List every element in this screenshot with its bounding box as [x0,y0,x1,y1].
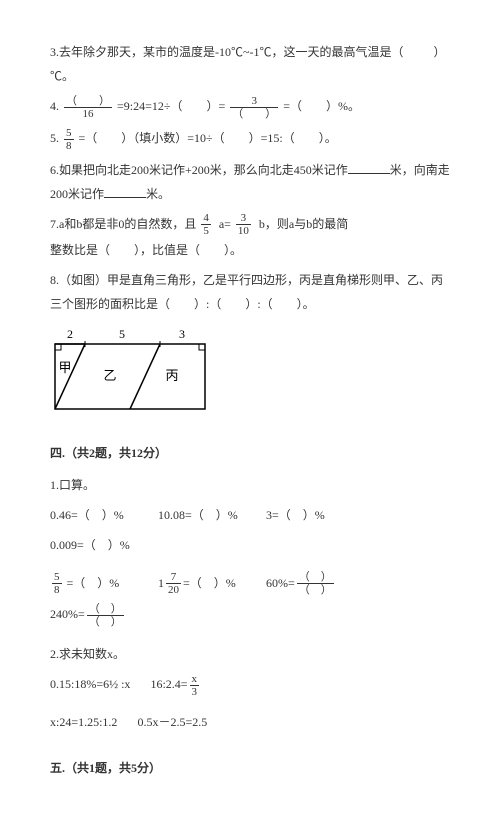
eq-row-1: 0.15:18%=6½ :x 16:2.4= x 3 [50,672,450,698]
section-4-heading: 四.（共2题，共12分） [50,441,450,465]
eq-1: 0.15:18%=6½ :x [50,672,130,698]
eq-2-num: x [190,673,200,686]
fig-label-3: 3 [179,327,185,341]
calc6-whole: 1 [158,576,164,590]
q4-den1: 16 [64,108,112,120]
q7-den1: 5 [201,225,211,237]
q3-text-a: 3.去年除夕那天，某市的温度是-10℃~-1℃，这一天的最高气温是（ [50,45,404,59]
calc5-tail: =（ ）% [64,576,120,590]
question-7: 7.a和b都是非0的自然数，且 4 5 a= 3 10 b，则a与b的最简 整数… [50,212,450,262]
calc8-frac: （ ） （ ） [87,603,124,628]
calc7-num: （ ） [297,571,334,584]
q5-num: 5 [64,127,74,140]
calc-item-5: 5 8 =（ ）% [50,571,130,597]
fig-label-2: 2 [67,327,73,341]
fig-region-3: 丙 [165,368,178,383]
eq-2-den: 3 [190,686,200,698]
q4-mid2: =（ ）%。 [283,99,360,113]
question-3: 3.去年除夕那天，某市的温度是-10℃~-1℃，这一天的最高气温是（ ）℃。 [50,40,450,88]
calc6-num: 7 [166,571,181,584]
calc-item-2: 10.08=（ ）% [158,503,238,527]
q7-a-label: a= [219,217,231,231]
calc5-den: 8 [52,584,62,596]
eq-4: 0.5x－2.5=2.5 [137,710,207,734]
eq-row-2: x:24=1.25:1.2 0.5x－2.5=2.5 [50,710,450,734]
q5-prefix: 5. [50,131,59,145]
q7-frac2: 3 10 [236,212,251,237]
q4-num2: 3 [230,95,278,108]
calc7-prefix: 60%= [266,576,295,590]
q7-prefix: 7.a和b都是非0的自然数，且 [50,217,196,231]
calc8-den: （ ） [87,616,124,628]
q7-b-label: b，则a与b的最简 [259,217,348,231]
q3-blank [407,45,431,59]
q8-text: 8.（如图）甲是直角三角形，乙是平行四边形，丙是直角梯形则甲、乙、丙三个图形的面… [50,273,443,311]
q6-a: 6.如果把向北走200米记作+200米，那么向北走450米记作 [50,163,348,177]
calc-item-4: 0.009=（ ）% [50,533,130,557]
calc7-den: （ ） [297,584,334,596]
q6-blank2 [104,186,146,198]
q4-frac2: 3 （ ） [230,95,278,120]
q7-line2: 整数比是（ ），比值是（ ）。 [50,238,450,262]
fig-region-2: 乙 [103,368,116,383]
q5-rest: =（ ）（填小数）=10÷（ ）=15:（ ）。 [79,131,337,145]
section-4-sub2: 2.求未知数x。 [50,642,450,666]
q7-den2: 10 [236,225,251,237]
question-8: 8.（如图）甲是直角三角形，乙是平行四边形，丙是直角梯形则甲、乙、丙三个图形的面… [50,268,450,316]
calc8-num: （ ） [87,603,124,616]
section-4-sub1: 1.口算。 [50,473,450,497]
q6-c: 米。 [146,187,170,201]
calc-item-7: 60%= （ ） （ ） [266,571,346,597]
q5-frac: 5 8 [64,127,74,152]
eq-3: x:24=1.25:1.2 [50,710,117,734]
eq-2: 16:2.4= x 3 [150,672,201,698]
q5-den: 8 [64,140,74,152]
q7-num1: 4 [201,212,211,225]
calc-row-2: 5 8 =（ ）% 1 7 20 =（ ）% 60%= （ ） （ ） 240%… [50,571,450,629]
q4-den2: （ ） [230,108,278,120]
calc-item-1: 0.46=（ ）% [50,503,130,527]
q4-num1: （ ） [64,95,112,108]
calc8-prefix: 240%= [50,607,85,621]
calc6-tail: =（ ）% [183,576,236,590]
question-6: 6.如果把向北走200米记作+200米，那么向北走450米记作米，向南走200米… [50,158,450,206]
calc-item-6: 1 7 20 =（ ）% [158,571,238,597]
calc-row-1: 0.46=（ ）% 10.08=（ ）% 3=（ ）% 0.009=（ ）% [50,503,450,557]
eq-2-frac: x 3 [190,673,200,698]
q7-frac1: 4 5 [201,212,211,237]
calc7-frac: （ ） （ ） [297,571,334,596]
fig-region-1: 甲 [58,360,71,375]
q4-mid1: =9:24=12÷（ ）= [117,99,225,113]
section-5-heading: 五.（共1题，共5分） [50,756,450,780]
q4-frac1: （ ） 16 [64,95,112,120]
calc6-frac: 7 20 [166,571,181,596]
fig-label-5: 5 [119,327,125,341]
calc5-frac: 5 8 [52,571,62,596]
q6-blank1 [348,162,390,174]
calc-item-3: 3=（ ）% [266,503,346,527]
q7-num2: 3 [236,212,251,225]
eq-2-prefix: 16:2.4= [150,677,187,691]
question-5: 5. 5 8 =（ ）（填小数）=10÷（ ）=15:（ ）。 [50,126,450,152]
calc5-num: 5 [52,571,62,584]
q4-prefix: 4. [50,99,59,113]
calc-item-8: 240%= （ ） （ ） [50,602,130,628]
q8-figure: 2 5 3 甲 乙 丙 [50,324,210,419]
question-4: 4. （ ） 16 =9:24=12÷（ ）= 3 （ ） =（ ）%。 [50,94,450,120]
calc6-den: 20 [166,584,181,596]
